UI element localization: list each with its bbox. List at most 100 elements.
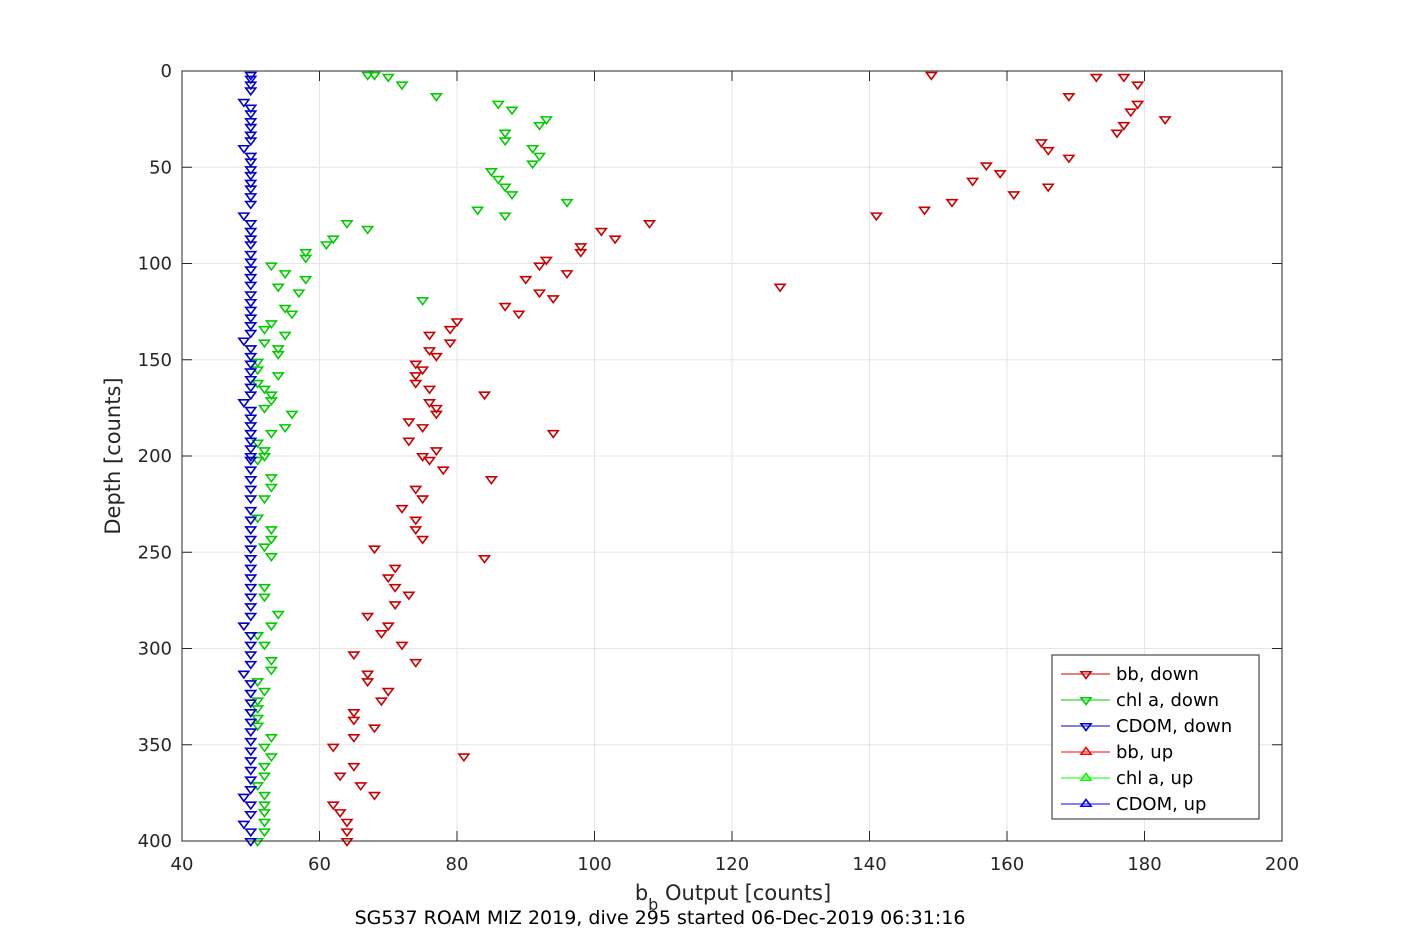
y-tick-label: 0 [161,61,172,82]
data-point [361,71,375,81]
data-point [443,325,457,335]
data-point [1089,73,1103,83]
data-point [532,289,547,299]
y-tick-label: 300 [138,639,172,660]
data-point [244,314,258,324]
data-point [244,757,258,766]
data-point [409,485,423,495]
data-point [244,273,258,283]
data-point [244,383,258,393]
data-point [402,418,416,428]
data-point [257,818,272,828]
data-point [264,474,278,484]
data-point [560,198,574,208]
data-point [244,375,258,385]
data-point [1062,92,1076,102]
data-point [402,591,416,601]
data-point [367,545,382,555]
data-point [244,526,258,535]
data-point [532,121,547,131]
data-point [416,495,430,505]
data-point [244,179,258,189]
data-point [477,554,492,564]
legend-item: CDOM, down [1061,716,1232,737]
data-point [264,483,278,493]
data-point [422,456,437,466]
data-point [244,87,258,97]
data-point [257,385,272,395]
data-point [244,171,258,181]
y-tick-label: 250 [138,542,172,563]
data-point [244,391,258,401]
data-point [257,543,272,553]
data-point [244,75,258,85]
data-point [257,791,272,801]
data-point [271,345,285,355]
x-axis-ticks: 40 60 80 100 120 140 160 180 200 [171,71,1299,875]
data-point [409,516,423,526]
legend-label: chl a, up [1116,768,1193,789]
legend-box [1051,654,1260,820]
data-point [416,297,430,306]
y-tick-label: 400 [138,831,172,852]
legend-item: chl a, down [1061,690,1219,711]
data-point [251,456,265,466]
data-point [574,248,588,258]
data-point [381,574,395,584]
data-point [244,235,258,245]
data-point [422,331,437,341]
data-point [264,526,278,535]
data-point [278,331,292,341]
data-point [244,345,258,355]
data-point [244,152,258,162]
data-point [917,206,932,216]
data-point [244,166,258,176]
data-point [257,495,272,505]
data-point [395,641,409,651]
data-point [271,610,285,620]
data-point [271,372,285,381]
data-point [244,298,258,308]
data-point [237,144,251,154]
data-point [409,658,423,668]
x-axis-label: bb Output [counts] [635,881,831,914]
legend-marker [1079,772,1093,782]
data-point [257,593,272,603]
data-point [244,456,258,466]
data-point [409,379,423,389]
data-point [244,612,258,622]
data-point [340,837,354,847]
data-point [244,437,258,447]
legend-item: chl a, up [1061,768,1193,789]
x-tick-label: 120 [715,854,749,875]
data-point [264,753,278,763]
data-point [244,131,258,141]
data-point [429,404,443,414]
data-point [244,718,258,728]
data-point [244,185,258,195]
data-point [1041,146,1055,156]
data-point [257,339,272,349]
series-1 [251,71,574,847]
data-point [367,791,382,801]
data-point [257,404,272,414]
x-tick-label: 80 [446,854,469,875]
data-point [477,391,492,401]
data-point [244,728,258,738]
data-point [278,304,292,314]
data-point [251,439,265,449]
data-point [244,329,258,339]
legend-marker [1079,798,1093,808]
y-tick-label: 150 [138,350,172,371]
data-point [333,772,347,782]
data-point [244,123,258,133]
data-point [251,631,265,641]
legend: bb, down chl a, down CDOM, down bb, up chl a… [1051,654,1260,820]
data-point [244,545,258,555]
data-point [319,241,333,251]
data-point [271,283,285,293]
series-2 [237,71,258,847]
data-point [546,295,560,304]
data-point [869,212,883,222]
